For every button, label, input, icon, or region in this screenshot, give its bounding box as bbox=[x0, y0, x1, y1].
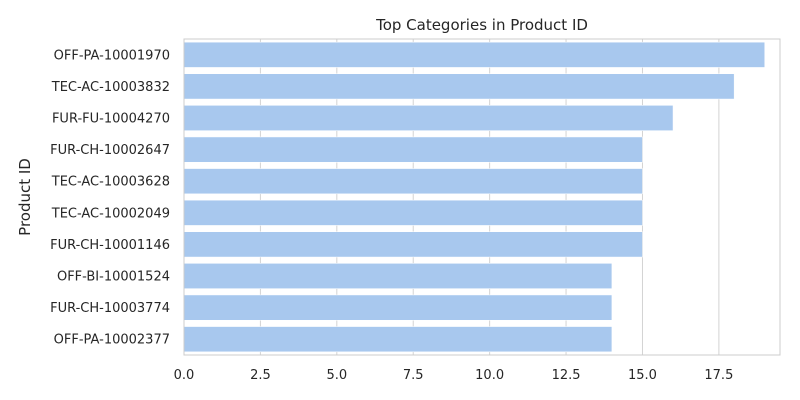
chart-title: Top Categories in Product ID bbox=[375, 16, 588, 34]
x-tick-label: 15.0 bbox=[628, 368, 657, 383]
y-tick-label: FUR-CH-10003774 bbox=[50, 301, 170, 316]
x-tick-label: 5.0 bbox=[326, 368, 347, 383]
x-tick-label: 10.0 bbox=[475, 368, 504, 383]
x-tick-label: 2.5 bbox=[250, 368, 271, 383]
bar-fur-fu-10004270 bbox=[183, 105, 674, 131]
bar-off-pa-10001970 bbox=[183, 41, 765, 68]
bar-fur-ch-10002647 bbox=[183, 136, 643, 163]
x-tick-label: 12.5 bbox=[552, 368, 581, 383]
y-tick-label: TEC-AC-10002049 bbox=[51, 206, 170, 221]
plot-frame bbox=[183, 38, 781, 356]
bar-fur-ch-10003774 bbox=[183, 294, 613, 321]
bar-off-pa-10002377 bbox=[183, 326, 613, 353]
y-tick-label: FUR-FU-10004270 bbox=[52, 112, 170, 127]
y-tick-label: OFF-BI-10001524 bbox=[57, 270, 170, 285]
bar-tec-ac-10003832 bbox=[183, 73, 735, 100]
x-tick-label: 7.5 bbox=[403, 368, 424, 383]
x-tick-labels: 0.0 2.5 5.0 7.5 10.0 12.5 15.0 17.5 bbox=[174, 368, 734, 383]
y-tick-label: OFF-PA-10001970 bbox=[54, 48, 170, 63]
bar-fur-ch-10001146 bbox=[183, 231, 643, 258]
bar-tec-ac-10002049 bbox=[183, 199, 643, 226]
x-tick-label: 17.5 bbox=[704, 368, 733, 383]
y-tick-label: FUR-CH-10002647 bbox=[50, 143, 170, 158]
y-tick-label: FUR-CH-10001146 bbox=[50, 238, 170, 253]
bar-off-bi-10001524 bbox=[183, 263, 613, 289]
y-tick-label: TEC-AC-10003628 bbox=[51, 175, 170, 190]
y-axis-label: Product ID bbox=[16, 158, 34, 236]
bars bbox=[183, 41, 765, 353]
x-tick-label: 0.0 bbox=[174, 368, 195, 383]
y-tick-label: OFF-PA-10002377 bbox=[54, 333, 170, 348]
y-tick-label: TEC-AC-10003832 bbox=[51, 80, 170, 95]
bar-tec-ac-10003628 bbox=[183, 168, 643, 195]
y-tick-labels: OFF-PA-10001970 TEC-AC-10003832 FUR-FU-100… bbox=[50, 48, 170, 347]
